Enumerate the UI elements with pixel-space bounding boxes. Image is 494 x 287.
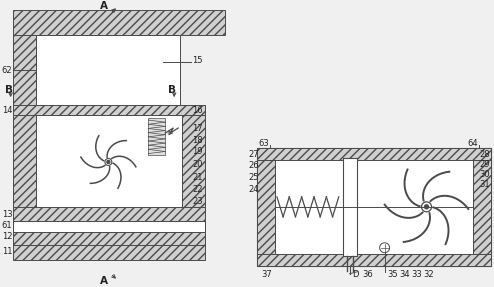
Text: 13: 13: [1, 210, 12, 219]
Text: 11: 11: [1, 247, 12, 256]
Text: B: B: [4, 85, 13, 95]
Text: 19: 19: [192, 148, 203, 156]
Text: 22: 22: [192, 185, 203, 194]
Bar: [257, 148, 492, 266]
Text: 16: 16: [192, 106, 203, 115]
Bar: [36, 35, 180, 105]
Bar: [148, 118, 165, 155]
Text: 14: 14: [1, 106, 12, 115]
Text: 18: 18: [192, 135, 203, 145]
Circle shape: [107, 160, 110, 164]
Text: 20: 20: [192, 160, 203, 169]
Bar: [13, 105, 205, 115]
Bar: [13, 207, 205, 221]
Text: 61: 61: [1, 221, 12, 230]
Text: 21: 21: [192, 173, 203, 183]
Text: A: A: [100, 276, 108, 286]
Text: 63: 63: [258, 139, 269, 148]
Text: 33: 33: [412, 270, 422, 279]
Bar: [257, 254, 492, 266]
Text: 37: 37: [261, 270, 272, 279]
Bar: [343, 158, 357, 256]
Circle shape: [424, 205, 428, 209]
Text: 36: 36: [363, 270, 373, 279]
Text: D: D: [352, 270, 358, 279]
Text: 62: 62: [1, 66, 12, 75]
Bar: [257, 160, 275, 254]
Text: 29: 29: [479, 160, 490, 169]
Text: 34: 34: [400, 270, 410, 279]
Bar: [473, 160, 492, 254]
Text: 35: 35: [388, 270, 398, 279]
Bar: [257, 148, 492, 160]
Text: 23: 23: [192, 197, 203, 206]
Text: 26: 26: [248, 162, 259, 170]
Bar: [13, 10, 225, 35]
Text: 28: 28: [479, 150, 490, 160]
Text: B: B: [168, 85, 176, 95]
Bar: [13, 35, 36, 245]
Text: 27: 27: [248, 150, 259, 160]
Text: 31: 31: [479, 181, 490, 189]
Bar: [182, 105, 205, 245]
Text: 25: 25: [248, 173, 258, 183]
Text: 30: 30: [479, 170, 490, 179]
Text: A: A: [100, 1, 108, 11]
Bar: [13, 232, 205, 245]
Bar: [13, 245, 205, 260]
Text: 64: 64: [467, 139, 478, 148]
Text: 17: 17: [192, 123, 203, 133]
Bar: [140, 35, 163, 105]
Text: 24: 24: [248, 185, 258, 194]
Text: 32: 32: [423, 270, 434, 279]
Bar: [13, 221, 205, 232]
Text: 12: 12: [1, 232, 12, 241]
Bar: [36, 115, 182, 207]
Text: 15: 15: [192, 56, 203, 65]
